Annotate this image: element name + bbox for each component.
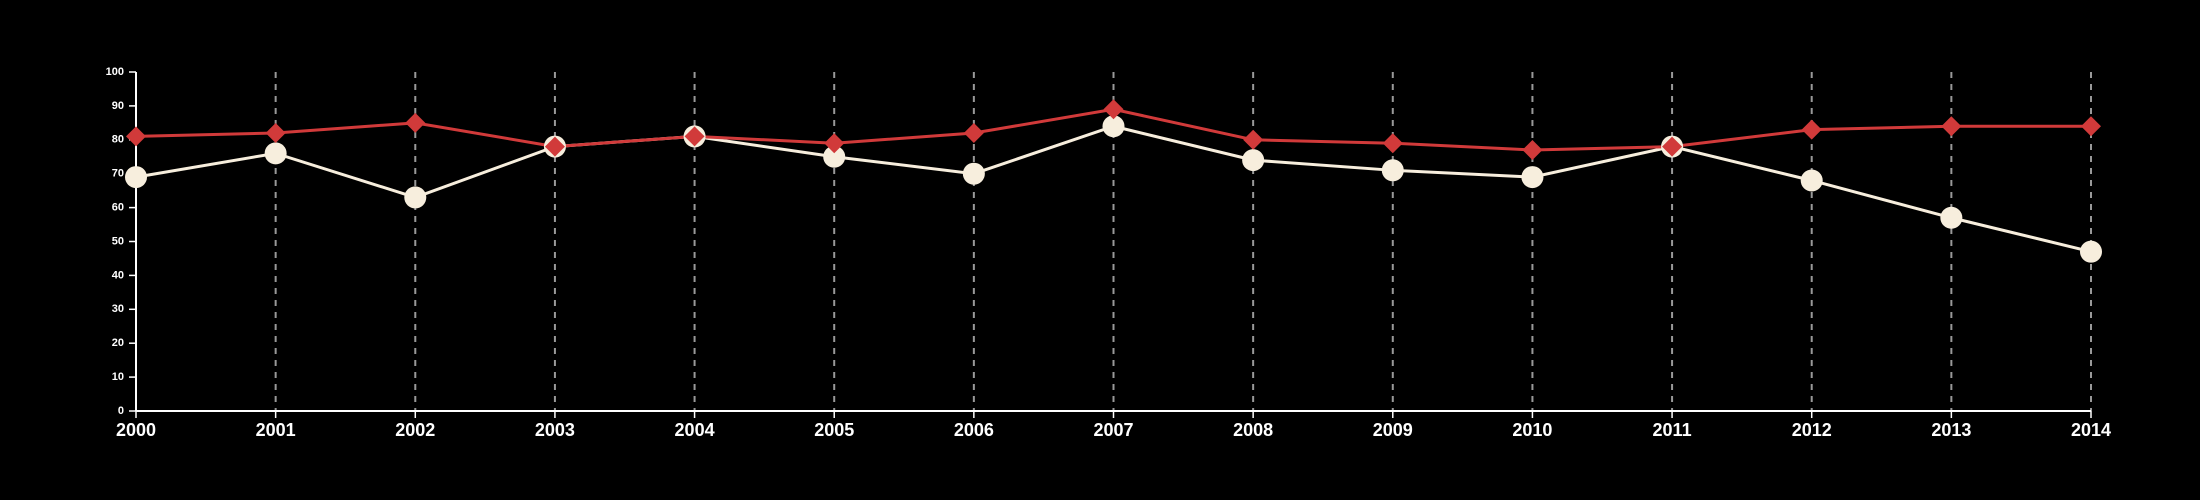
marker: [824, 133, 845, 154]
y-tick-label: 30: [112, 303, 124, 315]
y-tick-label: 40: [112, 269, 124, 281]
marker: [265, 123, 286, 144]
marker: [264, 142, 287, 165]
x-tick-label: 2014: [2071, 420, 2111, 440]
x-tick-label: 2004: [675, 420, 715, 440]
y-tick-label: 10: [112, 371, 124, 383]
marker: [1243, 129, 1264, 150]
x-tick-label: 2000: [116, 420, 156, 440]
marker: [405, 112, 426, 133]
x-tick-label: 2011: [1653, 420, 1692, 440]
marker: [2081, 116, 2101, 137]
marker: [963, 123, 984, 144]
marker: [823, 145, 846, 168]
marker: [1801, 119, 1822, 140]
marker: [1522, 139, 1543, 160]
marker: [1242, 149, 1265, 172]
marker: [1521, 166, 1544, 189]
marker: [1940, 206, 1963, 229]
marker: [1941, 116, 1962, 137]
x-tick-label: 2012: [1792, 420, 1832, 440]
y-tick-label: 60: [112, 202, 124, 214]
marker: [544, 136, 565, 157]
x-tick-label: 2010: [1512, 420, 1552, 440]
y-tick-label: 90: [112, 100, 124, 112]
y-tick-label: 50: [112, 235, 124, 247]
y-tick-label: 70: [112, 168, 124, 180]
x-tick-label: 2005: [814, 420, 854, 440]
x-tick-label: 2006: [954, 420, 994, 440]
marker: [125, 166, 147, 189]
y-tick-label: 0: [118, 405, 124, 417]
x-tick-label: 2007: [1093, 420, 1133, 440]
marker: [962, 162, 985, 185]
x-tick-label: 2008: [1233, 420, 1273, 440]
x-tick-label: 2013: [1931, 420, 1971, 440]
marker: [1381, 159, 1404, 182]
y-tick-label: 20: [112, 337, 124, 349]
marker: [2080, 240, 2102, 263]
x-tick-label: 2001: [256, 420, 296, 440]
marker: [404, 186, 427, 209]
marker: [1103, 99, 1124, 120]
y-tick-label: 80: [112, 134, 124, 146]
marker: [1102, 115, 1125, 138]
marker: [684, 126, 705, 147]
x-tick-label: 2009: [1373, 420, 1413, 440]
marker: [1382, 133, 1403, 154]
x-tick-label: 2003: [535, 420, 575, 440]
marker: [1662, 136, 1683, 157]
x-tick-label: 2002: [395, 420, 435, 440]
y-tick-label: 100: [106, 66, 124, 78]
marker: [126, 126, 146, 147]
marker: [1800, 169, 1823, 192]
